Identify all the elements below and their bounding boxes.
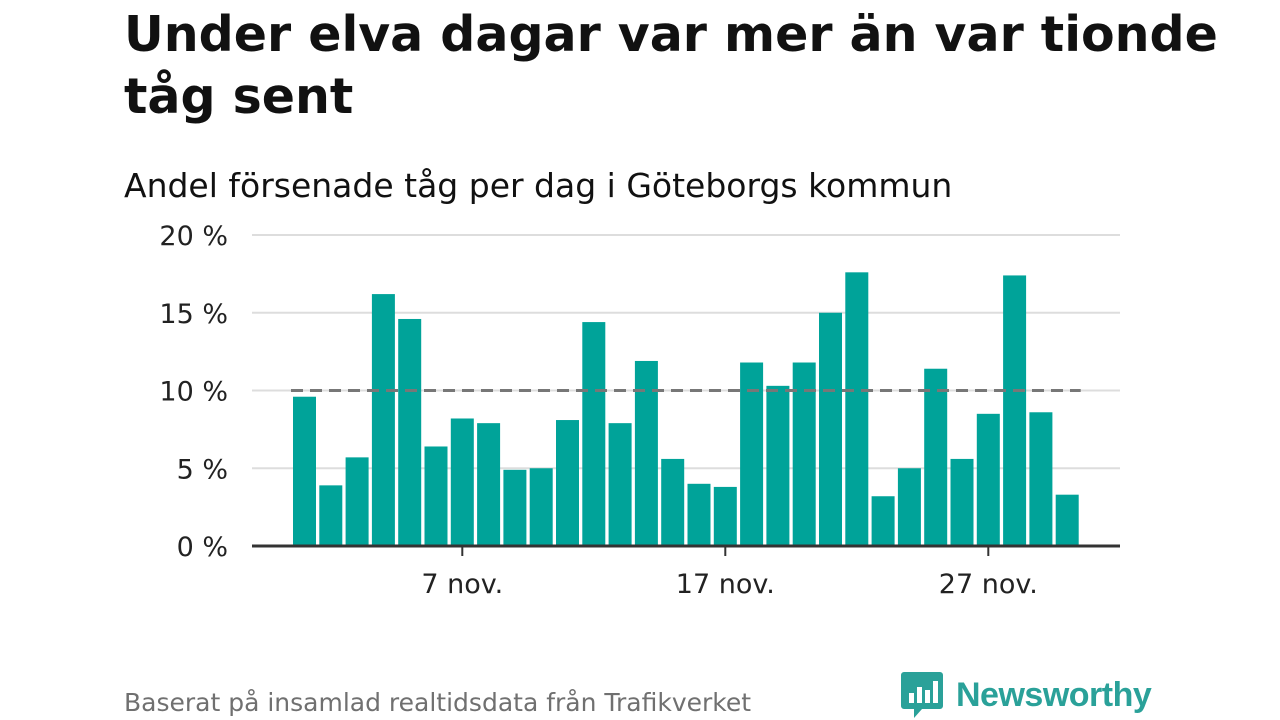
chart-title: Under elva dagar var mer än var tionde t…	[124, 6, 1218, 125]
x-tick-label: 7 nov.	[421, 569, 503, 600]
bar	[687, 483, 711, 546]
bar	[450, 418, 474, 546]
bar	[608, 423, 632, 546]
bar	[845, 272, 869, 546]
bar	[819, 312, 842, 546]
bar	[871, 496, 895, 546]
x-axis-tick-labels: 7 nov. 17 nov. 27 nov.	[421, 546, 1038, 600]
newsworthy-logo-icon	[901, 672, 943, 718]
brand-name: Newsworthy	[956, 675, 1152, 714]
bar	[792, 362, 816, 546]
bar	[661, 458, 685, 546]
bar	[424, 446, 448, 546]
y-tick-label: 0 %	[177, 532, 228, 563]
y-tick-label: 5 %	[177, 454, 228, 485]
bar	[319, 485, 343, 546]
bar	[924, 368, 948, 546]
bar	[477, 423, 501, 546]
bar	[950, 458, 974, 546]
bar	[582, 322, 606, 546]
bar	[766, 385, 790, 546]
bar	[1055, 494, 1079, 546]
bar	[1029, 412, 1053, 546]
y-axis-tick-labels: 0 % 5 % 10 % 15 % 20 %	[159, 221, 228, 563]
bar	[1003, 275, 1027, 546]
y-tick-label: 15 %	[159, 299, 228, 330]
brand-logo: Newsworthy	[900, 670, 1152, 720]
bar-chart: 0 % 5 % 10 % 15 % 20 % 7 nov. 17 nov. 27 nov.	[159, 221, 1120, 600]
bar	[897, 468, 921, 546]
bar	[713, 486, 737, 546]
bar	[293, 396, 316, 546]
bar	[398, 318, 422, 546]
x-tick-label: 17 nov.	[676, 569, 775, 600]
chart-subtitle: Andel försenade tåg per dag i Göteborgs …	[124, 166, 953, 205]
bars	[293, 272, 1079, 546]
bar	[345, 457, 369, 546]
bar	[371, 294, 395, 546]
y-tick-label: 10 %	[159, 377, 228, 408]
source-note: Baserat på insamlad realtidsdata från Tr…	[124, 688, 752, 717]
bar	[976, 413, 1000, 546]
bar	[529, 468, 553, 546]
x-tick-label: 27 nov.	[939, 569, 1038, 600]
bar	[634, 360, 658, 546]
bar	[503, 469, 527, 546]
bar	[556, 420, 579, 546]
y-tick-label: 20 %	[159, 221, 228, 252]
bar	[740, 362, 764, 546]
